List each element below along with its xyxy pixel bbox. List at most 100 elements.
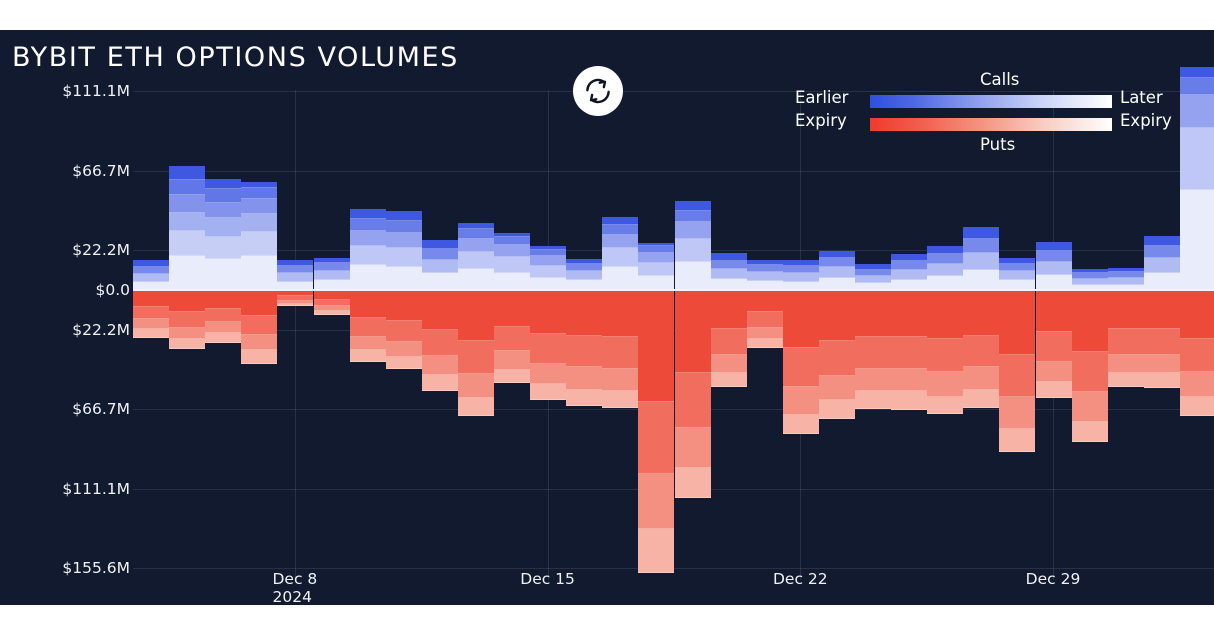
calls-bar[interactable] [421, 239, 458, 294]
puts-bar[interactable] [782, 290, 819, 435]
calls-segment [818, 266, 855, 278]
calls-bar[interactable] [277, 260, 314, 294]
puts-segment [1035, 290, 1072, 333]
puts-bar[interactable] [927, 290, 964, 414]
puts-segment [566, 367, 603, 390]
puts-segment [746, 327, 783, 340]
calls-bar[interactable] [494, 232, 530, 295]
puts-segment [818, 376, 855, 401]
calls-segment [1071, 278, 1108, 285]
puts-segment [1107, 328, 1144, 355]
puts-bar[interactable] [674, 290, 711, 498]
puts-bar[interactable] [241, 290, 278, 364]
y-axis-tick-label: $155.6M [62, 559, 130, 578]
puts-segment [1179, 290, 1214, 340]
puts-bar[interactable] [638, 290, 675, 573]
puts-bar[interactable] [530, 290, 567, 401]
calls-bar[interactable] [241, 181, 278, 296]
calls-segment [1143, 258, 1180, 274]
puts-bar[interactable] [457, 290, 494, 417]
calls-bar[interactable] [999, 257, 1036, 294]
calls-bar[interactable] [746, 259, 783, 294]
y-axis-tick-label: $22.2M [72, 241, 130, 260]
calls-bar[interactable] [674, 200, 711, 295]
refresh-icon [583, 76, 613, 106]
puts-bar[interactable] [746, 290, 783, 348]
legend-calls-gradient [870, 95, 1112, 108]
puts-segment [421, 330, 458, 357]
puts-segment [1107, 290, 1144, 329]
calls-segment [169, 195, 206, 213]
puts-segment [782, 414, 819, 435]
calls-segment [746, 272, 783, 282]
calls-bar[interactable] [1071, 268, 1108, 294]
puts-bar[interactable] [1035, 290, 1072, 398]
puts-bar[interactable] [1179, 290, 1214, 416]
calls-segment [277, 265, 314, 274]
calls-bar[interactable] [602, 216, 639, 295]
calls-bar[interactable] [638, 242, 675, 295]
puts-bar[interactable] [169, 290, 206, 350]
calls-bar[interactable] [349, 208, 386, 295]
puts-bar[interactable] [494, 290, 530, 384]
puts-segment [638, 401, 675, 475]
calls-bar[interactable] [530, 246, 567, 295]
calls-bar[interactable] [710, 253, 747, 294]
puts-segment [349, 290, 386, 318]
calls-bar[interactable] [1107, 267, 1144, 294]
puts-bar[interactable] [277, 290, 314, 307]
calls-bar[interactable] [205, 179, 242, 296]
calls-bar[interactable] [457, 222, 494, 295]
puts-bar[interactable] [385, 290, 422, 370]
calls-bar[interactable] [963, 227, 1000, 294]
calls-bar[interactable] [313, 257, 350, 294]
puts-bar[interactable] [891, 290, 928, 411]
puts-segment [205, 290, 242, 309]
puts-bar[interactable] [963, 290, 1000, 408]
puts-segment [1143, 328, 1180, 355]
calls-segment [674, 239, 711, 262]
puts-bar[interactable] [602, 290, 639, 409]
calls-segment [1035, 250, 1072, 262]
calls-bar[interactable] [133, 259, 169, 294]
refresh-button[interactable] [573, 66, 623, 116]
calls-bar[interactable] [855, 264, 891, 294]
puts-segment [1035, 332, 1072, 362]
calls-segment [133, 259, 169, 267]
calls-bar[interactable] [1035, 241, 1072, 294]
calls-segment [457, 251, 494, 269]
puts-bar[interactable] [999, 290, 1036, 453]
calls-segment [566, 258, 603, 265]
calls-bar[interactable] [927, 246, 964, 294]
puts-bar[interactable] [349, 290, 386, 362]
puts-bar[interactable] [1107, 290, 1144, 387]
calls-bar[interactable] [169, 165, 206, 296]
calls-segment [494, 257, 530, 273]
calls-bar[interactable] [566, 258, 603, 294]
puts-segment [674, 373, 711, 428]
puts-bar[interactable] [133, 290, 169, 338]
puts-bar[interactable] [855, 290, 891, 410]
puts-bar[interactable] [710, 290, 747, 387]
puts-bar[interactable] [1143, 290, 1180, 388]
calls-bar[interactable] [818, 250, 855, 294]
puts-bar[interactable] [818, 290, 855, 420]
calls-bar[interactable] [1143, 236, 1180, 294]
puts-bar[interactable] [421, 290, 458, 392]
puts-segment [241, 334, 278, 351]
puts-bar[interactable] [1071, 290, 1108, 443]
puts-segment [133, 318, 169, 329]
calls-bar[interactable] [1179, 66, 1214, 295]
calls-bar[interactable] [782, 260, 819, 294]
calls-segment [710, 268, 747, 279]
calls-segment [494, 232, 530, 238]
puts-segment [891, 337, 928, 369]
calls-bar[interactable] [385, 211, 422, 295]
puts-bar[interactable] [205, 290, 242, 344]
puts-bar[interactable] [566, 290, 603, 406]
puts-segment [530, 333, 567, 364]
puts-bar[interactable] [313, 290, 350, 315]
puts-segment [1071, 351, 1108, 393]
calls-bar[interactable] [891, 254, 928, 294]
puts-segment [1107, 354, 1144, 374]
